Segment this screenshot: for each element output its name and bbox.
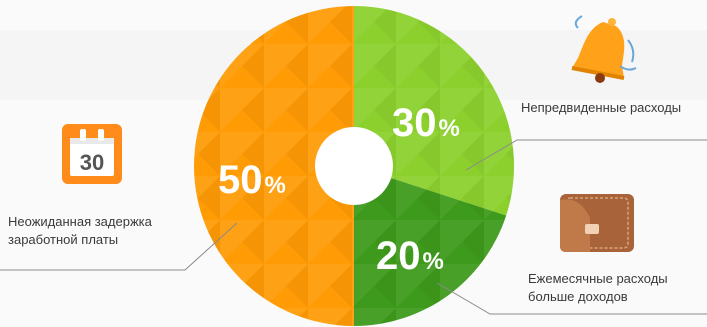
slice-label-30: 30%: [392, 101, 460, 145]
label-unexpected-expenses: Непредвиденные расходы: [521, 100, 681, 115]
pie-center-hole: [315, 127, 393, 205]
calendar-number: 30: [80, 150, 104, 175]
label-monthly-line2: больше доходов: [528, 289, 628, 304]
leader-line-unexpected: [465, 139, 707, 171]
slice-label-50: 50%: [218, 158, 286, 202]
leader-line-delay: [0, 222, 238, 271]
leader-line-monthly: [436, 282, 707, 315]
calendar-icon: 30: [62, 124, 122, 184]
bell-icon: [571, 15, 637, 83]
label-delay-line2: заработной платы: [8, 232, 118, 247]
wallet-icon: [560, 194, 634, 252]
label-monthly-line1: Ежемесячные расходы: [528, 271, 668, 286]
slice-label-20: 20%: [376, 234, 444, 278]
label-delay-line1: Неожиданная задержка: [8, 214, 153, 229]
